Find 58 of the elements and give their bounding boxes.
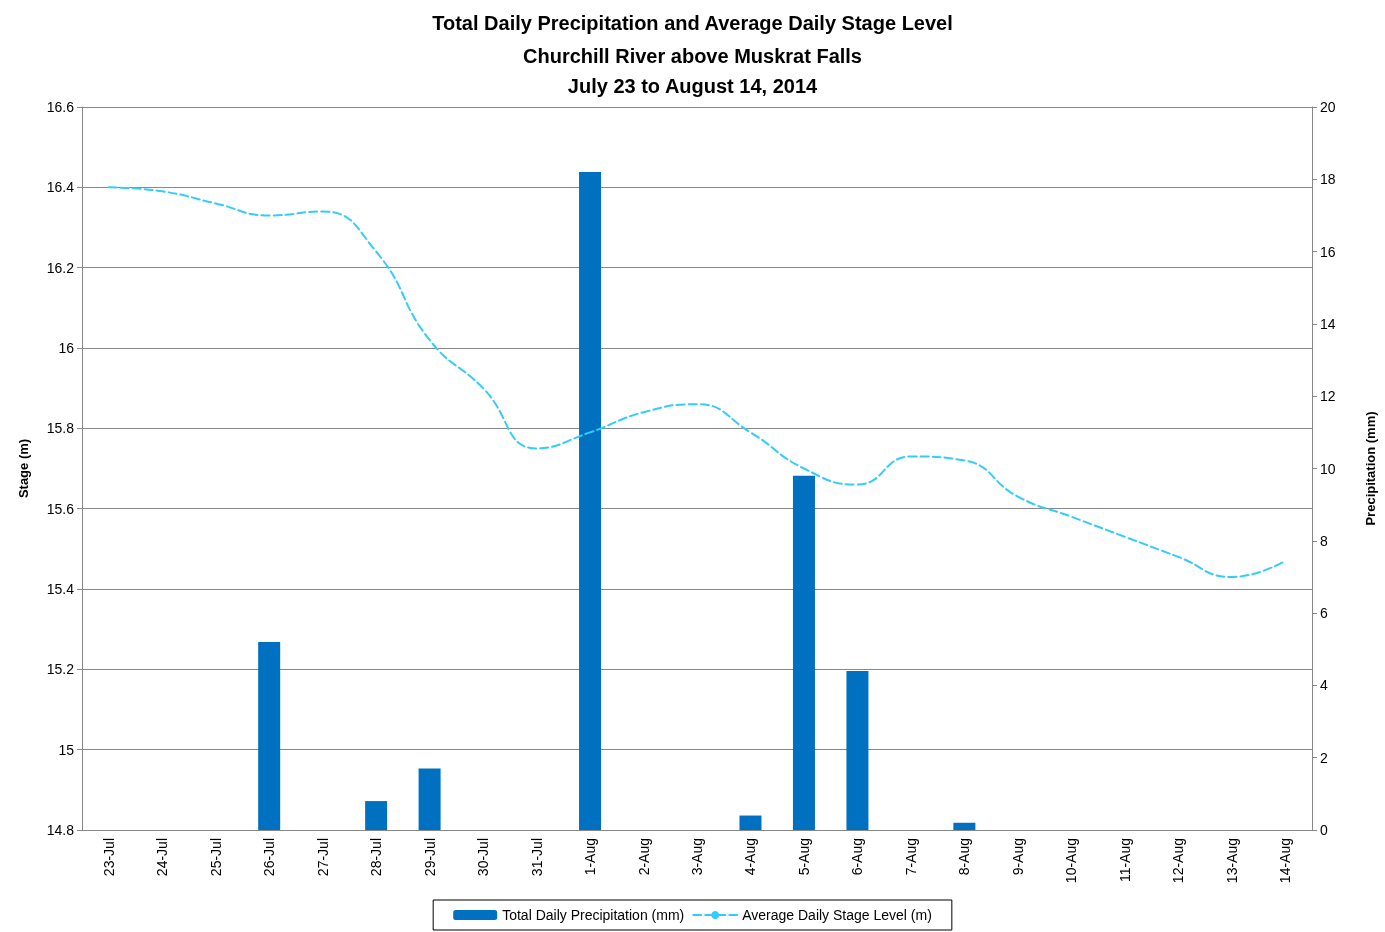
x-tick-label: 14-Aug [1277,838,1294,884]
x-tick-label: 28-Jul [368,838,385,877]
y2-tick-label: 6 [1320,605,1328,622]
legend-label: Average Daily Stage Level (m) [742,907,932,923]
bar [418,768,441,830]
chart-title: Total Daily Precipitation and Average Daily Stage Level [432,12,953,34]
x-tick-label: 25-Jul [207,838,224,877]
x-tick-label: 26-Jul [261,838,278,877]
bar [579,172,602,830]
bar [792,475,815,830]
y-tick-label: 15.8 [46,420,75,437]
x-tick-label: 23-Jul [100,838,117,877]
x-tick-label: 5-Aug [795,838,812,876]
y2-tick-label: 14 [1320,315,1336,332]
x-tick-label: 3-Aug [689,838,705,876]
y2-tick-label: 8 [1320,532,1328,549]
y2-axis-title: Precipitation (mm) [1363,411,1378,526]
y2-tick-label: 20 [1320,99,1336,115]
y2-tick-label: 2 [1320,749,1328,766]
x-tick-label: 31-Jul [528,838,545,877]
x-tick-label: 7-Aug [902,838,919,876]
y2-tick-label: 18 [1320,171,1336,188]
y-tick-label: 15.2 [46,661,75,678]
bar [846,670,869,830]
bar [365,801,388,830]
y2-tick-label: 10 [1320,460,1336,477]
y-tick-label: 15 [58,741,75,758]
x-tick-label: 8-Aug [956,838,973,876]
x-tick-label: 29-Jul [421,838,438,877]
y-tick-label: 15.4 [46,581,75,597]
x-tick-label: 11-Aug [1116,838,1133,883]
y-tick-label: 16 [58,340,75,356]
x-tick-label: 10-Aug [1063,838,1080,884]
y-tick-label: 14.8 [46,822,75,838]
y-tick-label: 16.2 [46,259,75,276]
y2-tick-label: 16 [1320,243,1336,260]
x-tick-label: 2-Aug [635,838,652,876]
chart-subtitle: Churchill River above Muskrat Falls July 23 to August 14, 2014 [523,45,862,97]
y-axis-title: Stage (m) [16,438,31,499]
x-tick-label: 12-Aug [1170,838,1187,884]
x-tick-label: 30-Jul [475,838,492,877]
y2-tick-label: 4 [1320,677,1328,694]
x-tick-label: 4-Aug [742,838,759,876]
x-tick-label: 1-Aug [582,838,599,876]
legend-label: Total Daily Precipitation (mm) [502,907,685,923]
x-tick-label: 13-Aug [1223,838,1240,884]
x-tick-label: 9-Aug [1009,838,1026,876]
y2-tick-label: 12 [1320,388,1336,405]
y-tick-label: 16.4 [46,179,75,196]
y2-tick-label: 0 [1320,822,1328,838]
bar [258,642,281,830]
x-tick-label: 24-Jul [154,838,171,877]
x-tick-label: 27-Jul [314,838,331,877]
bar [739,815,762,830]
bar [953,822,976,830]
y-tick-label: 16.6 [46,99,75,115]
x-tick-label: 6-Aug [849,838,866,876]
y-tick-label: 15.6 [46,500,75,517]
